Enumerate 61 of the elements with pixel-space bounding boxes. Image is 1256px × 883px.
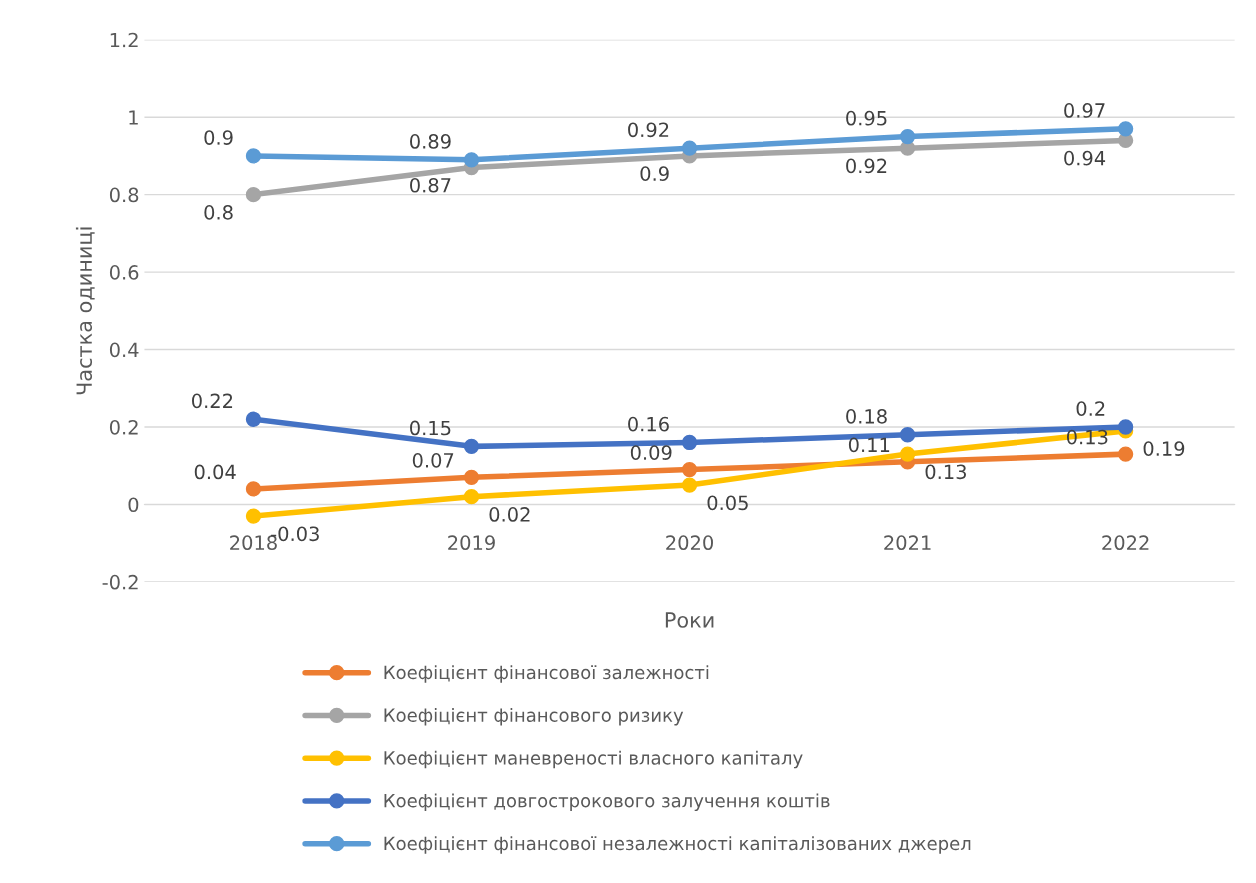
legend-label: Коефіцієнт маневреності власного капіталу	[384, 750, 803, 769]
legend-label: Коефіцієнт фінансової незалежності капіталізованих джерел	[384, 836, 971, 854]
y-tick-label: 1.2	[110, 32, 138, 48]
x-axis-title: Роки	[665, 612, 714, 628]
y-axis-title: Частка одиниці	[75, 227, 95, 395]
data-label: 0.95	[846, 110, 887, 126]
data-label: 0.09	[630, 445, 672, 460]
point	[681, 140, 698, 156]
point	[1117, 446, 1134, 462]
data-label: 0.19	[1143, 441, 1185, 456]
y-tick-label: 0	[128, 497, 139, 513]
data-label: 0.16	[628, 416, 669, 432]
data-label: 0.07	[412, 452, 454, 468]
data-label: 0.15	[410, 420, 451, 436]
legend-label: Коефіцієнт довгострокового залучення коштів	[384, 793, 830, 811]
data-label: 0.9	[640, 166, 669, 181]
data-label: 0.92	[846, 158, 887, 174]
point	[899, 128, 916, 145]
data-label: 0.04	[194, 464, 236, 480]
x-tick-label: 2019	[448, 535, 495, 551]
x-tick-label: 2022	[1102, 535, 1149, 551]
y-tick-label: -0.2	[102, 574, 138, 590]
y-tick-label: 1	[129, 110, 138, 125]
x-tick-label: 2020	[666, 535, 713, 551]
data-label: 0.9	[204, 130, 233, 145]
point	[681, 461, 698, 478]
point	[1117, 121, 1134, 137]
point	[463, 469, 480, 485]
point	[463, 489, 480, 505]
data-label: 0.97	[1064, 103, 1105, 118]
data-label: 0.22	[192, 393, 233, 409]
point	[245, 481, 262, 497]
data-label: 0.87	[410, 177, 451, 193]
legend-label: Коефіцієнт фінансового ризику	[384, 708, 684, 726]
point	[245, 411, 262, 427]
data-label: 0.02	[489, 507, 530, 522]
point	[1117, 419, 1134, 435]
point	[899, 446, 916, 462]
point	[681, 477, 698, 493]
legend-label: Коефіцієнт фінансової залежності	[384, 665, 709, 683]
data-label: 0.13	[925, 464, 966, 480]
y-tick-label: 0.8	[109, 187, 139, 203]
point	[899, 427, 916, 443]
point	[245, 508, 262, 524]
data-label: 0.05	[707, 495, 748, 511]
data-label: 0.11	[848, 437, 890, 453]
data-label: 0.94	[1064, 150, 1106, 166]
data-label: 0.89	[410, 134, 451, 149]
data-label: 0.18	[846, 409, 887, 424]
x-tick-label: 2021	[884, 535, 931, 551]
y-tick-label: 0.4	[109, 342, 139, 358]
point	[463, 438, 480, 454]
point	[245, 148, 262, 164]
y-tick-label: 0.6	[109, 265, 139, 280]
y-tick-label: 0.2	[109, 419, 138, 435]
point	[463, 152, 480, 168]
data-label: 0.8	[204, 205, 233, 220]
data-label: 0.92	[628, 122, 669, 138]
point	[245, 186, 262, 203]
data-label: 0.2	[1076, 401, 1105, 416]
point	[681, 434, 698, 451]
